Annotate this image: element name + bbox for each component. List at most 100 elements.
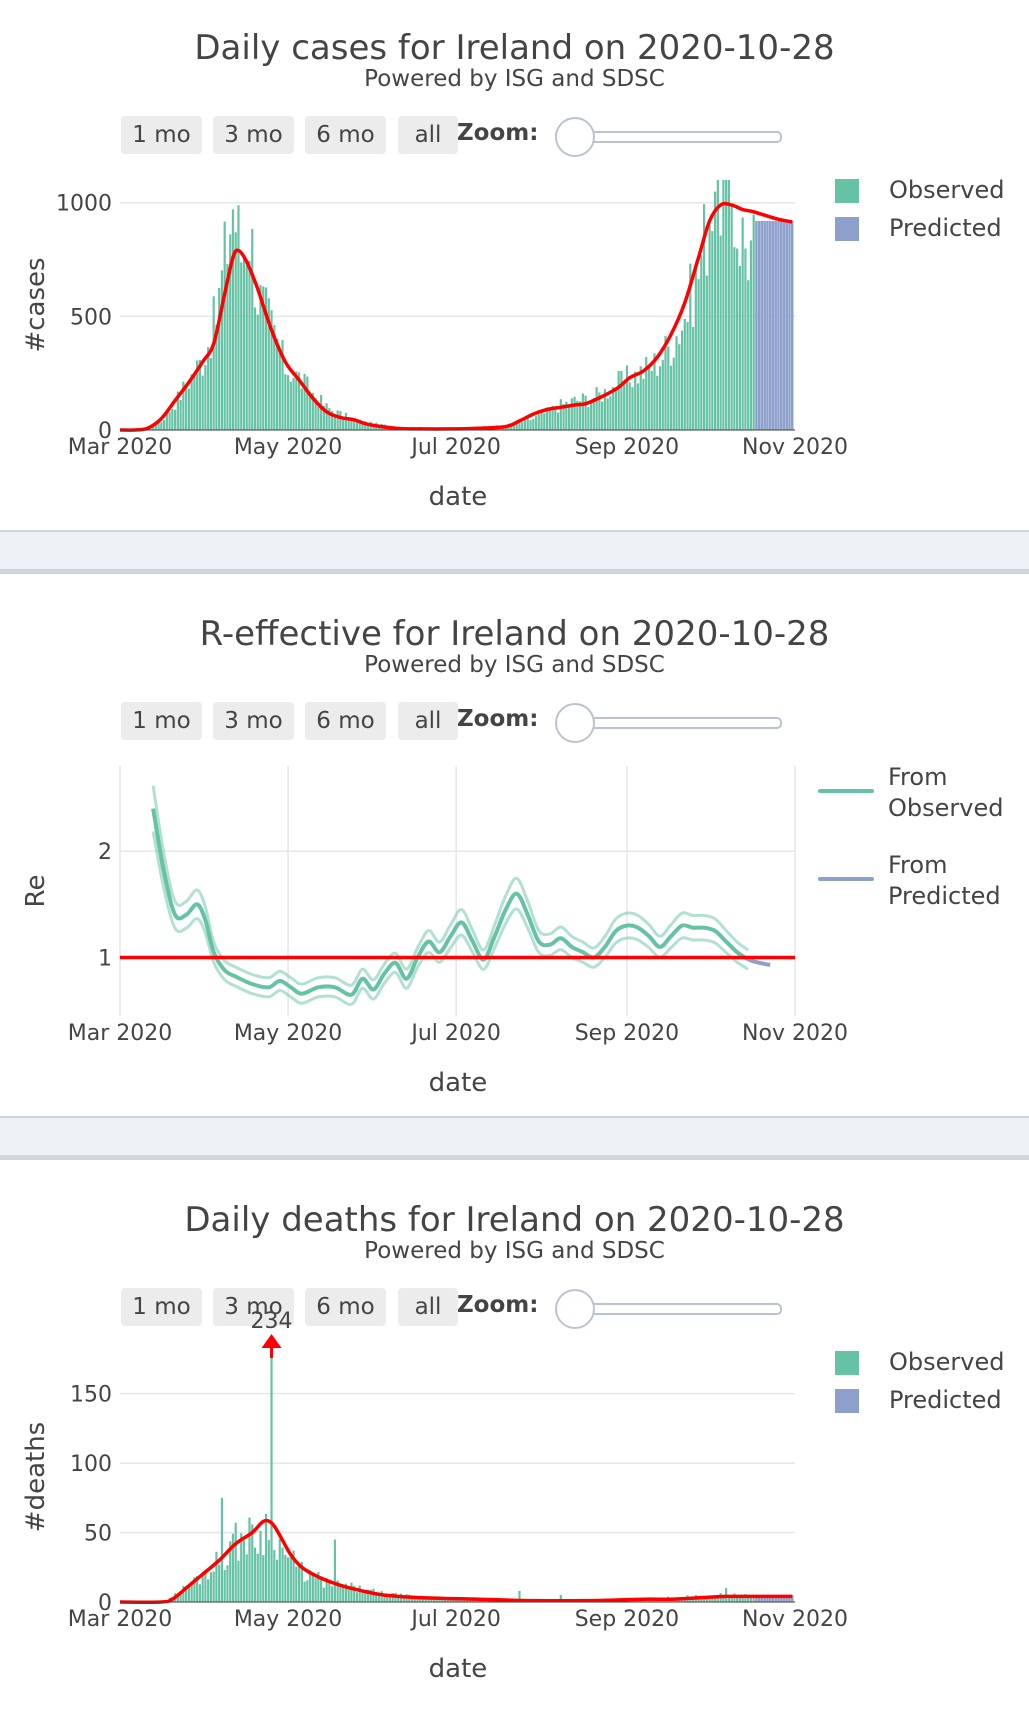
predicted-bar	[780, 221, 782, 430]
observed-bar	[653, 353, 655, 430]
observed-bar	[532, 419, 534, 430]
observed-bar	[601, 402, 603, 430]
predicted-bar	[758, 221, 760, 430]
observed-bar	[213, 296, 215, 430]
observed-bar	[350, 1583, 352, 1602]
observed-bar	[659, 366, 661, 430]
observed-bar	[728, 180, 730, 430]
observed-bar	[631, 387, 633, 430]
observed-bar	[615, 390, 617, 430]
observed-bar	[226, 1565, 228, 1602]
observed-bar	[359, 1585, 361, 1602]
observed-bar	[284, 1555, 286, 1602]
observed-bar	[303, 374, 305, 430]
y-tick-label: 1000	[56, 192, 112, 217]
observed-bar	[279, 1539, 281, 1602]
observed-bar	[243, 255, 245, 430]
observed-bar	[397, 1598, 399, 1602]
observed-bar	[218, 1565, 220, 1602]
observed-bar	[697, 279, 699, 430]
observed-bar	[356, 1592, 358, 1602]
re-predicted-line	[748, 960, 770, 965]
observed-bar	[711, 231, 713, 430]
observed-bar	[725, 180, 727, 430]
observed-bar	[281, 1547, 283, 1602]
observed-bar	[361, 1592, 363, 1602]
observed-bar	[656, 376, 658, 430]
x-axis-label: date	[429, 1654, 488, 1684]
predicted-bar	[783, 221, 785, 430]
re-observed-line	[153, 809, 748, 995]
observed-bar	[257, 1554, 259, 1602]
observed-bar	[540, 411, 542, 430]
observed-bar	[557, 413, 559, 430]
observed-bar	[527, 418, 529, 430]
observed-bar	[276, 339, 278, 430]
predicted-bar	[785, 221, 787, 430]
observed-bar	[248, 261, 250, 430]
observed-bar	[237, 205, 239, 430]
observed-bar	[529, 420, 531, 430]
x-tick-label: Nov 2020	[742, 1607, 848, 1632]
observed-bar	[306, 1580, 308, 1602]
predicted-bar	[769, 221, 771, 430]
observed-bar	[243, 1540, 245, 1602]
observed-bar	[695, 264, 697, 430]
observed-bar	[312, 1574, 314, 1602]
observed-bar	[303, 1582, 305, 1602]
observed-bar	[678, 344, 680, 430]
observed-bar	[618, 371, 620, 430]
observed-bar	[224, 1570, 226, 1602]
observed-bar	[629, 382, 631, 430]
observed-bar	[535, 416, 537, 430]
predicted-bar	[791, 221, 793, 430]
observed-bar	[573, 397, 575, 430]
observed-bar	[270, 1352, 272, 1602]
y-tick-label: 100	[70, 1452, 112, 1477]
observed-bar	[612, 387, 614, 430]
observed-bar	[315, 1578, 317, 1602]
observed-bar	[199, 1584, 201, 1602]
x-tick-label: May 2020	[234, 435, 342, 460]
observed-bar	[273, 1550, 275, 1602]
y-axis-label: #cases	[21, 257, 51, 352]
observed-bar	[168, 412, 170, 430]
observed-bar	[215, 1552, 217, 1602]
observed-bar	[262, 1555, 264, 1602]
observed-bar	[193, 377, 195, 430]
annotation-arrow-head	[262, 1334, 282, 1348]
observed-bar	[317, 407, 319, 430]
observed-bar	[246, 265, 248, 430]
observed-bar	[722, 180, 724, 430]
observed-bar	[306, 377, 308, 430]
observed-bar	[259, 1531, 261, 1602]
observed-bar	[248, 1518, 250, 1602]
observed-bar	[345, 413, 347, 430]
observed-bar	[700, 255, 702, 430]
x-tick-label: Mar 2020	[68, 1021, 173, 1046]
observed-bar	[372, 1589, 374, 1602]
y-tick-label: 50	[84, 1522, 112, 1547]
observed-bar	[210, 1572, 212, 1602]
observed-bar	[571, 398, 573, 430]
observed-bar	[626, 366, 628, 430]
x-tick-label: Nov 2020	[742, 1021, 848, 1046]
observed-bar	[337, 410, 339, 430]
observed-bar	[596, 387, 598, 430]
observed-bar	[675, 336, 677, 430]
x-tick-label: May 2020	[234, 1607, 342, 1632]
re-upper-bound	[153, 786, 748, 986]
observed-bar	[342, 1587, 344, 1602]
observed-bar	[207, 1579, 209, 1602]
x-tick-label: Nov 2020	[742, 435, 848, 460]
predicted-bar	[761, 221, 763, 430]
predicted-bar	[777, 221, 779, 430]
observed-bar	[686, 322, 688, 430]
observed-bar	[664, 336, 666, 430]
y-tick-label: 2	[98, 840, 112, 865]
cases-panel: Daily cases for Ireland on 2020-10-28 Po…	[0, 0, 1029, 540]
observed-bars	[122, 180, 755, 430]
observed-bar	[257, 315, 259, 430]
x-tick-label: Jul 2020	[409, 1607, 501, 1632]
